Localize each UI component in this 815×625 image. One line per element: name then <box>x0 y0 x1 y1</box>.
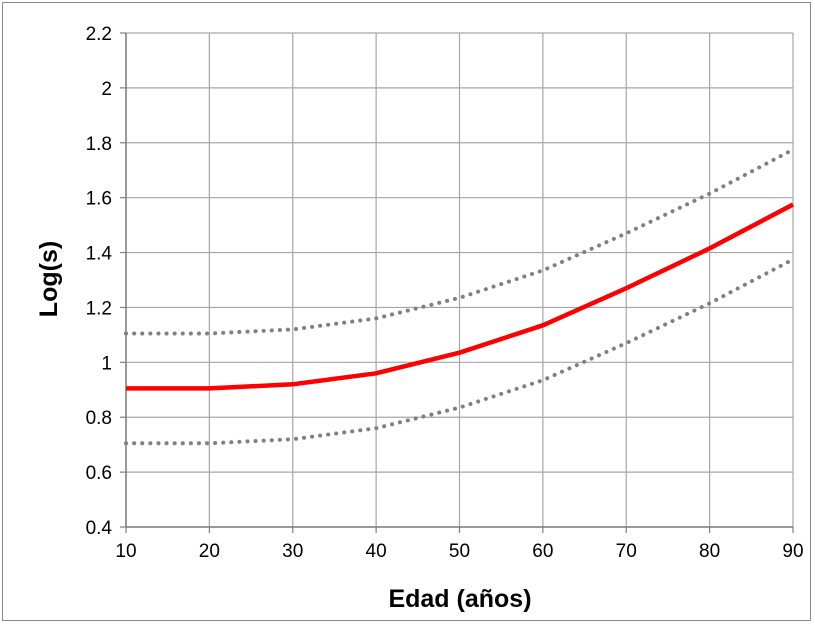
grid <box>125 32 794 528</box>
y-tick-label: 0.6 <box>86 463 112 484</box>
series-lines <box>124 147 795 446</box>
x-tick-label: 40 <box>366 541 387 562</box>
x-tick-label: 50 <box>449 541 470 562</box>
y-axis-title: Log(s) <box>35 241 63 317</box>
y-tick-label: 0.8 <box>86 408 112 429</box>
y-tick-label: 2 <box>101 79 112 100</box>
y-axis-tick-labels: 0.4 0.6 0.8 1 1.2 1.4 1.6 1.8 2 2.2 <box>86 24 113 539</box>
y-tick-label: 1.4 <box>86 244 113 265</box>
y-tick-label: 1 <box>101 353 112 374</box>
x-tick-label: 30 <box>282 541 303 562</box>
x-tick-label: 10 <box>115 541 136 562</box>
x-tick-label: 60 <box>532 541 553 562</box>
x-tick-label: 80 <box>699 541 720 562</box>
y-tick-label: 1.2 <box>86 298 112 319</box>
x-tick-label: 90 <box>782 541 803 562</box>
axes <box>120 32 794 533</box>
x-axis-tick-labels: 10 20 30 40 50 60 70 80 90 <box>115 541 803 562</box>
central-series-line <box>126 202 795 391</box>
x-axis-title: Edad (años) <box>388 585 531 613</box>
y-tick-label: 1.6 <box>86 189 112 210</box>
y-tick-label: 1.8 <box>86 134 112 155</box>
y-tick-label: 0.4 <box>86 518 113 539</box>
x-tick-label: 70 <box>616 541 637 562</box>
x-tick-label: 20 <box>199 541 220 562</box>
y-tick-label: 2.2 <box>86 24 112 45</box>
